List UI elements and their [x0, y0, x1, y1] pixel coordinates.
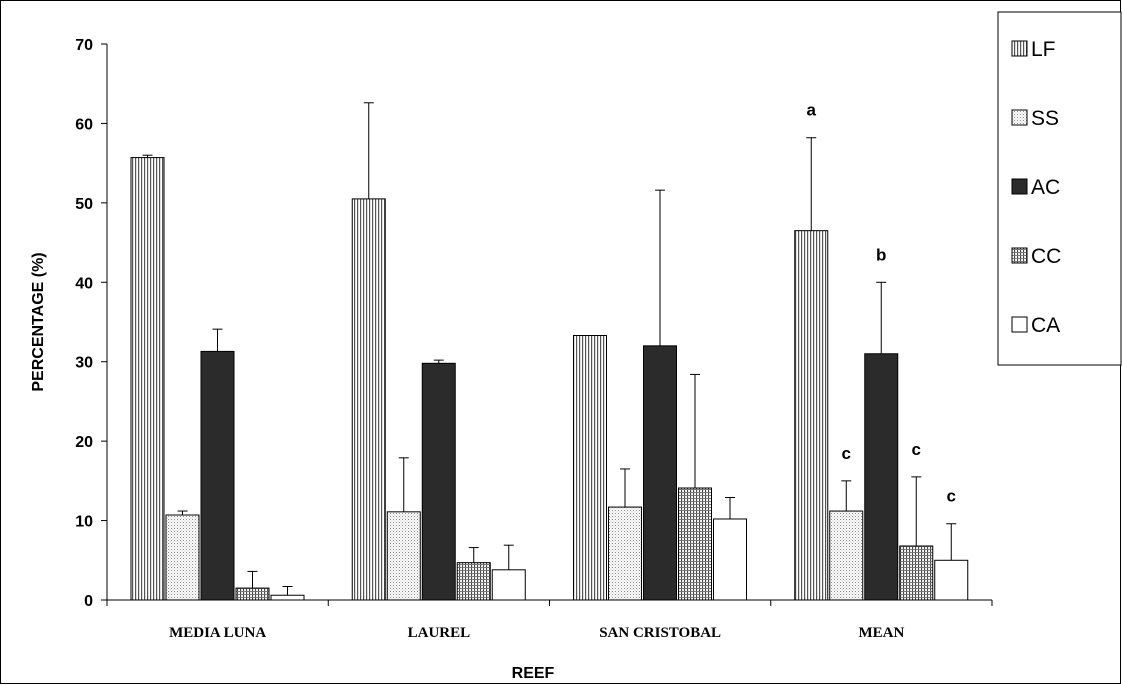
significance-letter: c	[912, 440, 921, 459]
y-tick-label: 60	[75, 116, 93, 133]
x-tick-label: LAUREL	[408, 625, 471, 641]
legend-swatch-cc	[1011, 247, 1028, 264]
legend-label: CA	[1031, 314, 1060, 337]
y-tick-label: 70	[75, 37, 93, 54]
bar-cc	[456, 562, 491, 601]
error-bars	[142, 102, 957, 596]
x-axis-title: REEF	[512, 665, 555, 682]
bar-cc	[678, 487, 712, 601]
legend-label: SS	[1031, 107, 1059, 130]
bar-lf	[794, 230, 829, 601]
y-tick-label: 0	[84, 593, 93, 610]
bar-ca	[270, 594, 305, 601]
bar-lf	[130, 157, 165, 601]
significance-letter: b	[876, 245, 886, 264]
bars	[130, 157, 969, 601]
significance-letter: c	[947, 487, 956, 506]
y-axis-ticks: 0 10 20 30 40 50 60 70	[75, 37, 107, 610]
legend-label: LF	[1031, 38, 1056, 61]
y-tick-label: 20	[75, 434, 93, 451]
x-tick-label: MEDIA LUNA	[169, 625, 266, 641]
x-tick-label: SAN CRISTOBAL	[599, 625, 721, 641]
bar-ac	[643, 345, 677, 601]
legend-swatch-ca	[1011, 316, 1028, 333]
bar-ca	[491, 569, 526, 601]
bar-cc	[899, 545, 934, 601]
bar-ca	[713, 518, 747, 601]
bar-ca	[934, 559, 969, 601]
bar-ss	[386, 511, 421, 601]
x-axis-ticks: MEDIA LUNA LAUREL SAN CRISTOBAL MEAN	[106, 600, 993, 641]
axes	[106, 44, 992, 601]
y-tick-label: 10	[75, 514, 93, 531]
x-tick-label: MEAN	[858, 625, 904, 641]
bar-ss	[829, 510, 864, 601]
significance-letters: a b c c c	[807, 101, 956, 506]
bar-ss	[608, 506, 642, 601]
y-tick-label: 40	[75, 275, 93, 292]
bar-ac	[864, 353, 899, 601]
bar-lf	[351, 198, 386, 601]
bar-cc	[235, 587, 270, 601]
legend-label: AC	[1031, 176, 1060, 199]
y-tick-label: 30	[75, 355, 93, 372]
significance-letter: c	[842, 444, 851, 463]
legend-swatch-ss	[1011, 109, 1028, 126]
y-axis-title: PERCENTAGE (%)	[30, 252, 47, 391]
bar-ss	[165, 514, 200, 601]
y-tick-label: 50	[75, 196, 93, 213]
legend-label: CC	[1031, 245, 1061, 268]
legend: LF SS AC CC CA	[997, 11, 1122, 366]
significance-letter: a	[807, 101, 817, 120]
legend-swatch-ac	[1011, 178, 1028, 195]
legend-swatch-lf	[1011, 40, 1028, 57]
bar-ac	[421, 362, 456, 601]
bar-lf	[573, 335, 607, 601]
bar-ac	[200, 350, 235, 601]
